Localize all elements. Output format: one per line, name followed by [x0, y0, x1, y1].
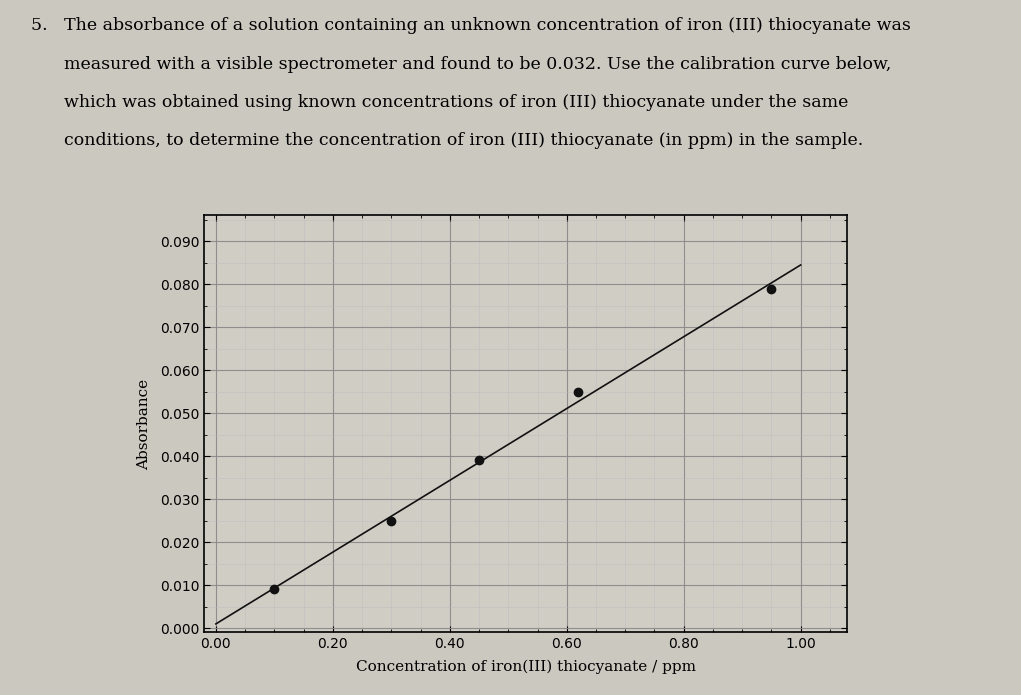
Text: conditions, to determine the concentration of iron (III) thiocyanate (in ppm) in: conditions, to determine the concentrati…	[31, 132, 863, 149]
Text: which was obtained using known concentrations of iron (III) thiocyanate under th: which was obtained using known concentra…	[31, 94, 848, 111]
X-axis label: Concentration of iron(III) thiocyanate / ppm: Concentration of iron(III) thiocyanate /…	[355, 660, 696, 674]
Text: 5.   The absorbance of a solution containing an unknown concentration of iron (I: 5. The absorbance of a solution containi…	[31, 17, 911, 34]
Point	[266, 584, 283, 595]
Point	[471, 455, 487, 466]
Text: measured with a visible spectrometer and found to be 0.032. Use the calibration : measured with a visible spectrometer and…	[31, 56, 891, 72]
Point	[383, 515, 399, 526]
Y-axis label: Absorbance: Absorbance	[138, 378, 151, 470]
Point	[764, 283, 780, 294]
Point	[571, 386, 587, 398]
